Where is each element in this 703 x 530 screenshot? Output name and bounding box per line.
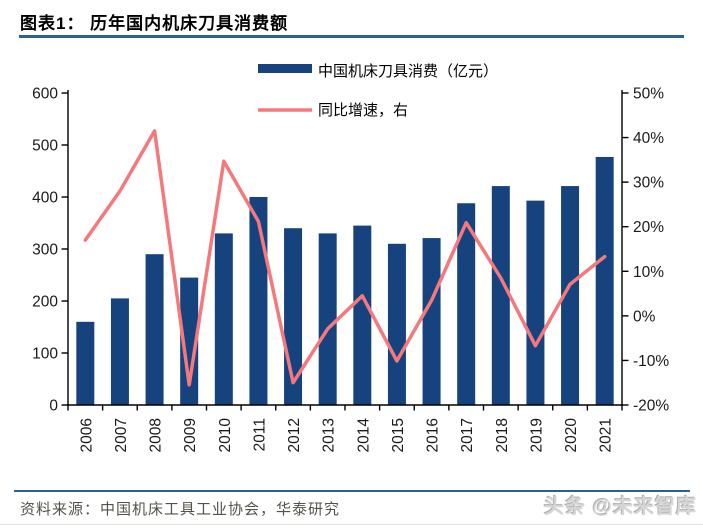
left-axis-tick-label: 100 [32,346,58,363]
right-axis-tick-label: 50% [633,86,664,103]
bar-2017 [457,203,476,405]
bar-2014 [353,225,372,405]
left-axis-tick-label: 400 [32,190,58,207]
figure-title: 图表1： 历年国内机床刀具消费额 [20,14,289,33]
bar-2016 [422,238,441,405]
right-axis-tick-label: 30% [633,175,664,192]
watermark: 头条 @未来智库 [543,496,697,518]
bar-2020 [561,186,580,405]
page-edge-line [0,524,703,525]
x-axis-label-2019: 2019 [528,418,545,452]
x-axis-label-2006: 2006 [78,418,95,452]
x-axis-label-2007: 2007 [113,418,130,452]
right-axis-tick-label: 10% [633,264,664,281]
footer-divider [14,490,690,492]
left-axis-tick-label: 500 [32,138,58,155]
bar-2008 [145,254,164,405]
source-note: 资料来源：中国机床工具工业协会，华泰研究 [20,502,341,518]
x-axis-label-2018: 2018 [494,418,511,452]
growth-line [83,129,607,387]
left-axis-tick-label: 600 [32,86,58,103]
bar-2009 [180,277,199,405]
x-axis-label-2008: 2008 [148,418,165,452]
right-axis-tick-label: -20% [633,398,669,415]
x-axis-label-2016: 2016 [425,418,442,452]
x-axis-label-2017: 2017 [459,418,476,452]
bar-2006 [76,321,95,405]
x-axis-label-2021: 2021 [598,418,615,452]
bar-2015 [387,243,406,405]
bar-2013 [318,233,337,405]
title-divider [19,35,684,38]
left-axis-tick-label: 0 [49,398,58,415]
x-axis-label-2014: 2014 [355,418,372,453]
bar-2018 [491,186,510,405]
right-axis-tick-label: 0% [633,308,656,325]
legend-bar-label: 中国机床刀具消费（亿元） [318,63,498,80]
bar-2007 [110,298,129,405]
x-axis-label-2011: 2011 [251,418,268,451]
bar-2010 [214,233,233,405]
x-axis-label-2013: 2013 [321,418,338,452]
left-axis-tick-label: 200 [32,294,58,311]
left-axis-tick-label: 300 [32,242,58,259]
right-axis-tick-label: -10% [633,353,669,370]
x-axis-label-2010: 2010 [217,418,234,453]
legend-line-label: 同比增速，右 [318,102,408,119]
x-axis-label-2009: 2009 [182,418,199,452]
x-axis-label-2012: 2012 [286,418,303,452]
bar-2021 [595,156,614,405]
x-axis-label-2020: 2020 [563,418,580,453]
legend-bar-swatch [258,64,312,73]
bar-2019 [526,200,545,405]
chart-canvas: 中国机床刀具消费（亿元） 同比增速，右 0 100 200 300 400 500 600 -20… [32,63,669,453]
right-axis-tick-label: 20% [633,219,664,236]
right-axis-tick-label: 40% [633,130,664,147]
x-axis-label-2015: 2015 [390,418,407,452]
